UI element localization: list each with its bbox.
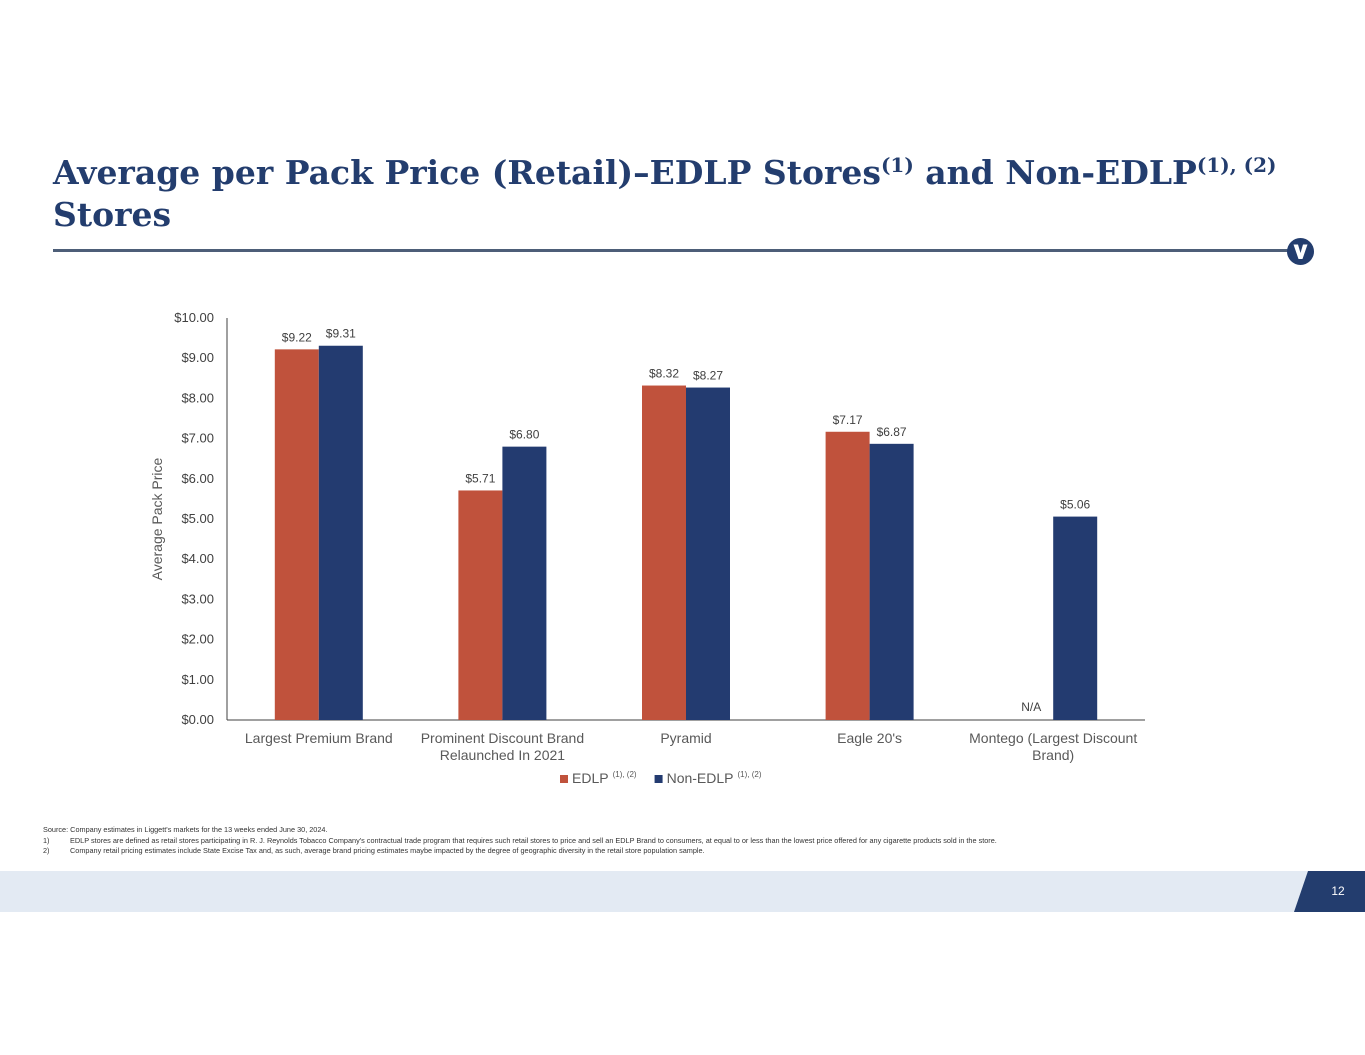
legend-label: Non-EDLP: [667, 770, 734, 786]
footer-band: [0, 871, 1365, 912]
footnote-text: EDLP stores are defined as retail stores…: [70, 835, 997, 845]
data-label: $9.31: [326, 327, 356, 341]
legend-label: EDLP: [572, 770, 609, 786]
data-label: $9.22: [282, 330, 312, 344]
y-tick-label: $6.00: [181, 471, 214, 486]
y-tick-label: $4.00: [181, 551, 214, 566]
y-axis-label: Average Pack Price: [149, 457, 165, 580]
y-tick-label: $9.00: [181, 350, 214, 365]
bar-edlp: [642, 385, 686, 720]
y-tick-label: $3.00: [181, 591, 214, 606]
legend-superscript: (1), (2): [613, 770, 637, 779]
slide-title: Average per Pack Price (Retail)–EDLP Sto…: [53, 152, 1313, 236]
y-tick-label: $5.00: [181, 511, 214, 526]
data-label: $5.71: [465, 471, 495, 485]
bar-edlp: [458, 490, 503, 720]
footnote-2: 2) Company retail pricing estimates incl…: [43, 846, 1343, 857]
data-label: $8.32: [649, 367, 679, 381]
y-tick-label: $10.00: [174, 310, 214, 325]
data-label: $7.17: [833, 413, 863, 427]
y-tick-label: $1.00: [181, 672, 214, 687]
legend-swatch: [654, 775, 663, 783]
bar-non-edlp: [686, 387, 730, 720]
x-tick-label: Largest Premium Brand: [245, 730, 393, 746]
footnote-number: 1): [43, 835, 50, 845]
title-superscript-2: (1), (2): [1196, 153, 1277, 177]
y-tick-label: $0.00: [181, 712, 214, 727]
v-logo-icon: [1287, 238, 1314, 265]
y-tick-label: $2.00: [181, 632, 214, 647]
y-tick-label: $8.00: [181, 390, 214, 405]
data-label: N/A: [1021, 700, 1041, 714]
data-label: $8.27: [693, 369, 723, 383]
bar-chart: $0.00 $1.00 $2.00 $3.00 $4.00 $5.00 $6.00 $7.00…: [149, 310, 1145, 786]
source-note: Source: Company estimates in Liggett's m…: [43, 825, 328, 834]
bar-edlp: [274, 349, 319, 720]
x-tick-label: Pyramid: [660, 730, 711, 746]
page-number-tab: [1294, 871, 1365, 912]
title-text-2: and Non-EDLP: [913, 153, 1197, 192]
x-tick-label: Montego (Largest Discount: [969, 730, 1137, 746]
title-divider: [53, 249, 1291, 252]
x-tick-label: Brand): [1032, 747, 1074, 763]
legend-superscript: (1), (2): [738, 770, 762, 779]
x-tick-label: Prominent Discount Brand: [421, 730, 584, 746]
x-tick-label: Relaunched In 2021: [440, 747, 566, 763]
footnote-1: 1) EDLP stores are defined as retail sto…: [43, 836, 1343, 847]
page-number: 12: [1331, 884, 1345, 898]
bar-non-edlp: [1053, 516, 1098, 720]
x-tick-label: Eagle 20's: [837, 730, 902, 746]
title-text-1: Average per Pack Price (Retail)–EDLP Sto…: [53, 153, 881, 192]
legend-swatch: [560, 775, 568, 783]
bar-non-edlp: [502, 446, 547, 720]
y-tick-label: $7.00: [181, 431, 214, 446]
footnote-text: Company retail pricing estimates include…: [70, 846, 705, 855]
footnotes: Source: Company estimates in Liggett's m…: [43, 825, 1343, 857]
data-label: $6.80: [509, 428, 539, 442]
bar-non-edlp: [869, 443, 914, 720]
footnote-number: 2): [43, 846, 50, 855]
data-label: $5.06: [1060, 498, 1090, 512]
bar-edlp: [825, 431, 870, 720]
title-text-3: Stores: [53, 195, 172, 234]
bar-non-edlp: [318, 345, 363, 720]
title-superscript-1: (1): [880, 153, 914, 177]
data-label: $6.87: [877, 425, 907, 439]
